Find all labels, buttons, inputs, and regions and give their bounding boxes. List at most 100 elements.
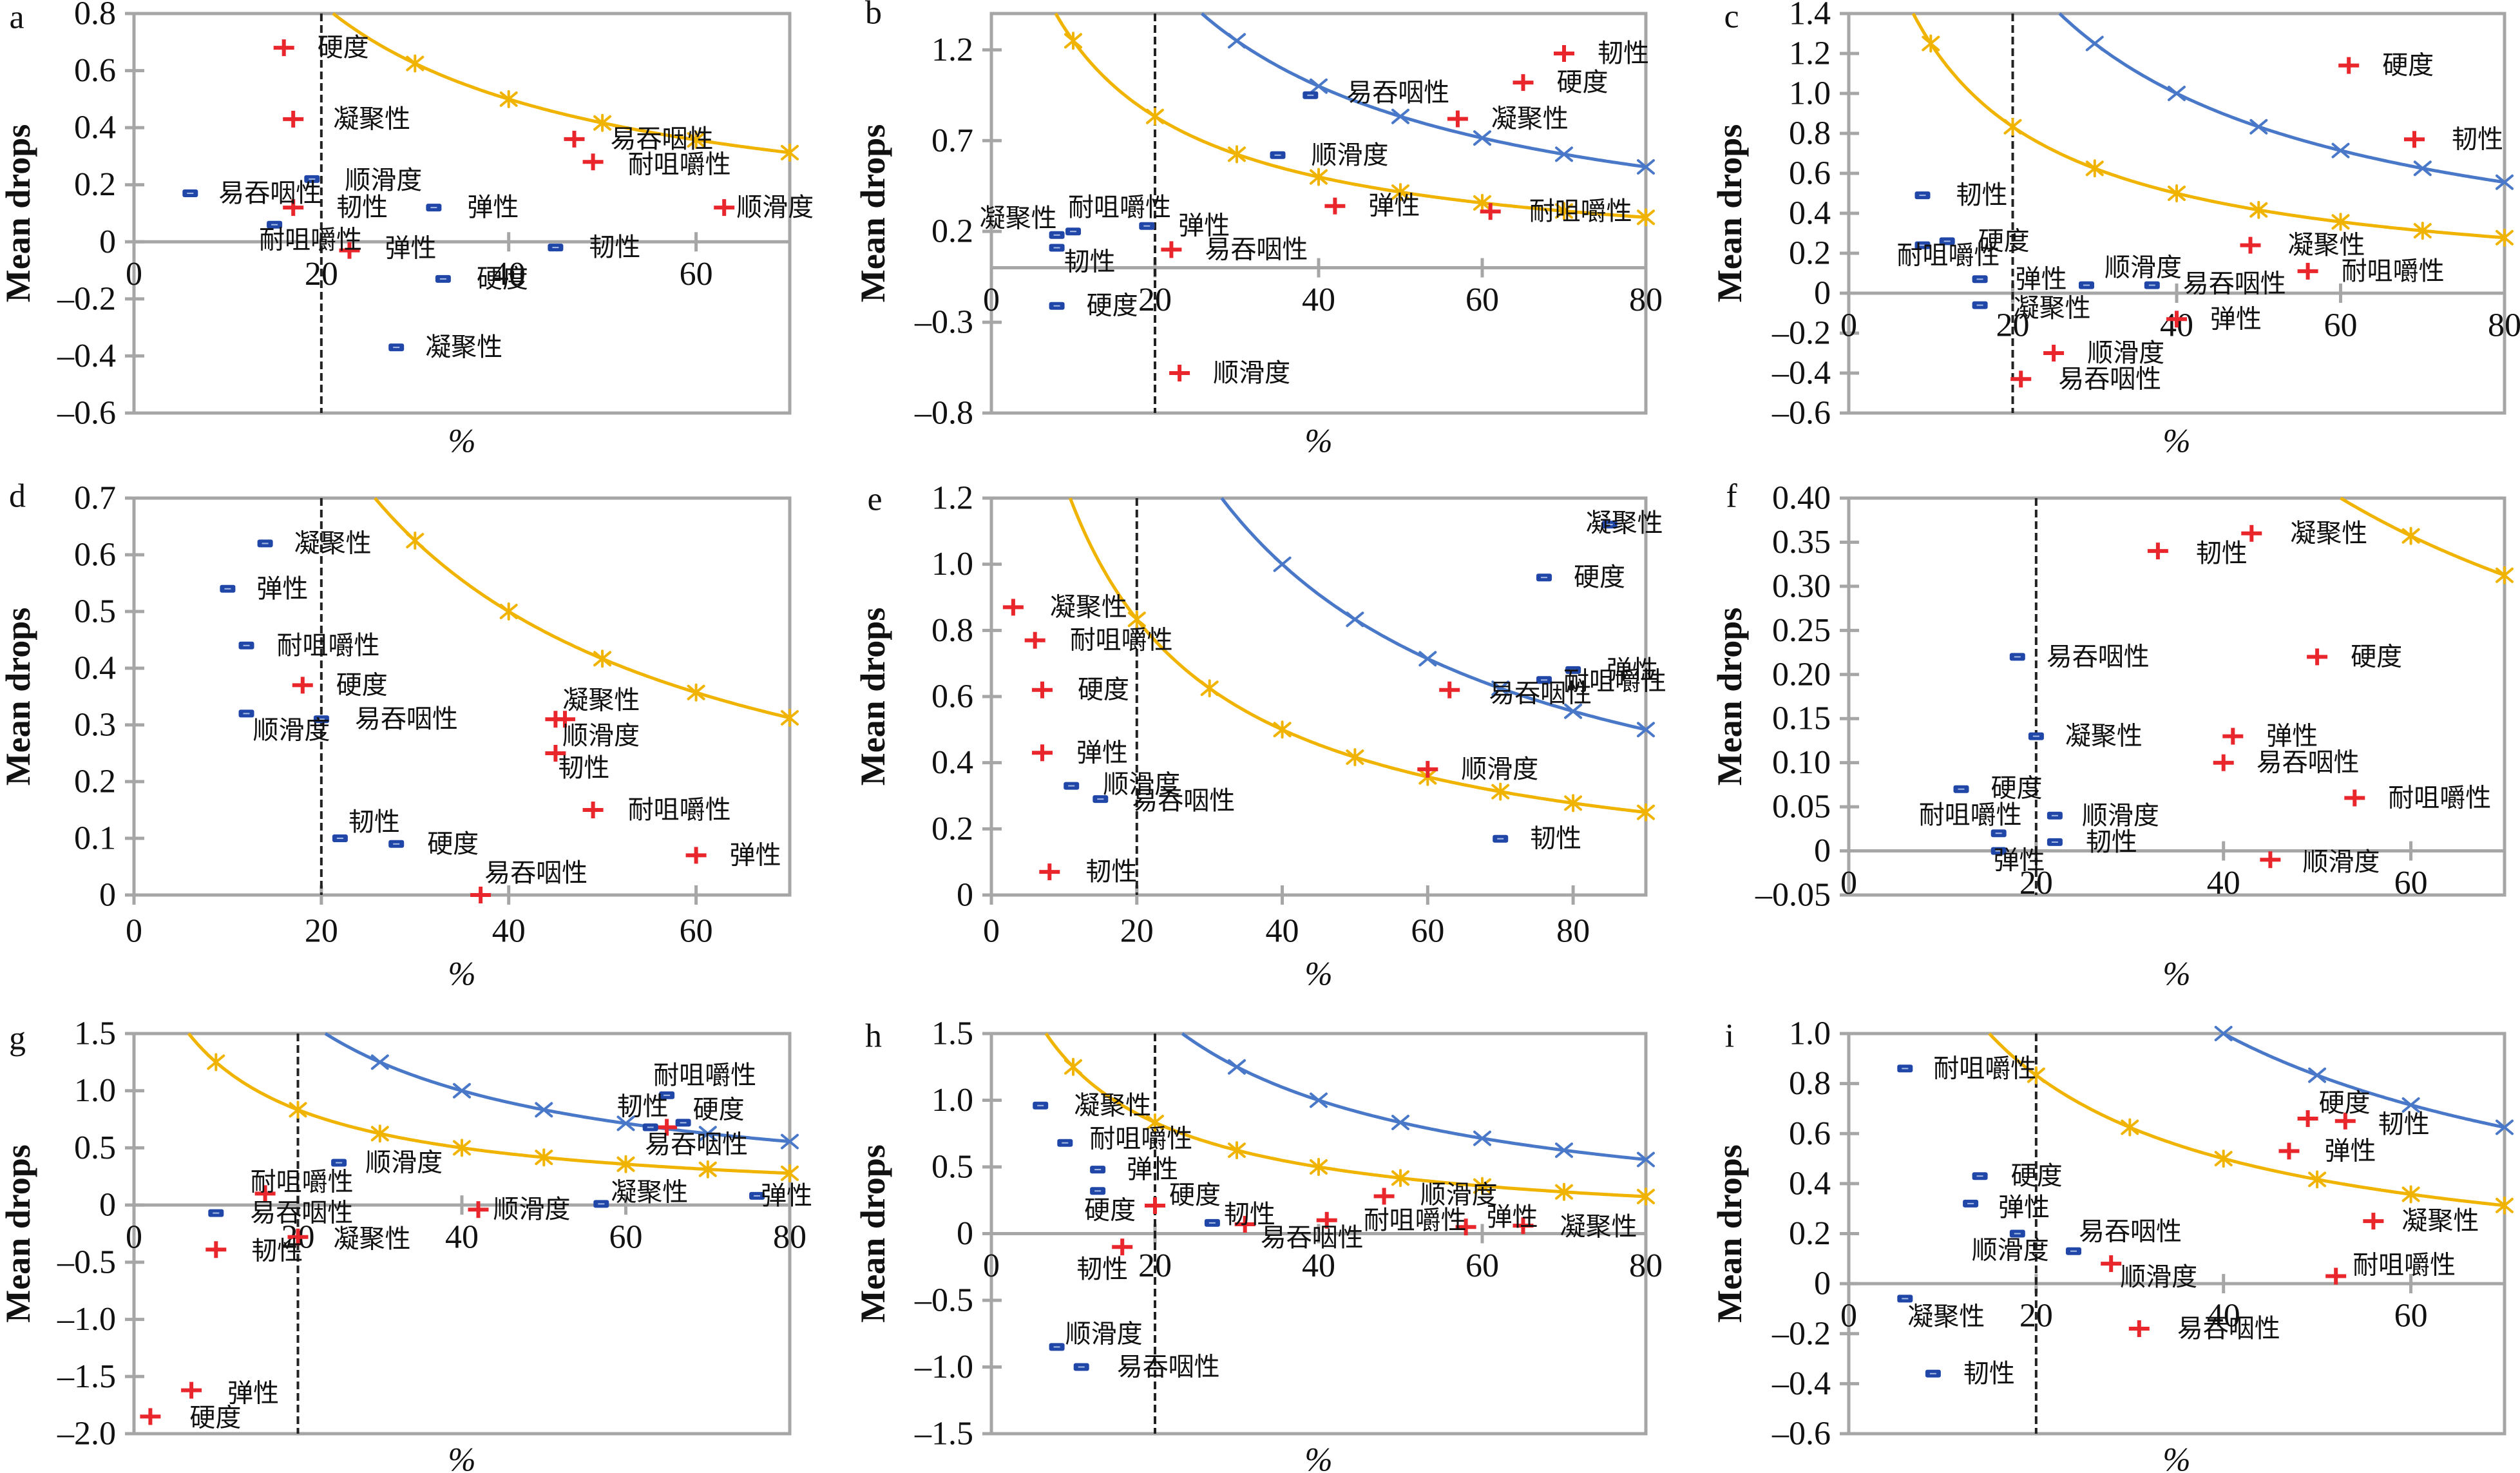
- point-label: 弹性: [1178, 211, 1230, 241]
- x-tick-label: 60: [2324, 307, 2358, 344]
- curve-marker-yellow: [1637, 803, 1655, 822]
- point-minus: [1065, 227, 1081, 236]
- point-label: 硬度: [2319, 1088, 2371, 1118]
- point-label: 顺滑度: [253, 715, 330, 745]
- minus-marker-dash: [1037, 1104, 1044, 1106]
- point-plus: [1447, 110, 1468, 128]
- point-minus: [1303, 91, 1319, 99]
- point-label: 耐咀嚼性: [628, 149, 731, 179]
- point-minus: [1914, 241, 1931, 249]
- y-tick-label: –0.4: [57, 338, 116, 374]
- panel-letter: e: [867, 481, 882, 518]
- curve-yellow: [332, 12, 790, 155]
- point-minus: [1953, 785, 1969, 793]
- x-tick-label: 80: [1629, 1247, 1663, 1284]
- point-label: 顺滑度: [1461, 755, 1538, 784]
- x-tick-label: 40: [492, 913, 526, 950]
- x-tick-label: 80: [1629, 282, 1663, 318]
- minus-marker-dash: [336, 1162, 343, 1164]
- point-plus: [181, 1382, 202, 1399]
- y-tick-label: –0.5: [57, 1244, 116, 1280]
- curve-marker-stroke: [1473, 130, 1491, 146]
- point-minus: [1914, 191, 1931, 200]
- minus-marker-dash: [1053, 305, 1060, 307]
- point-label: 耐咀嚼性: [1364, 1206, 1467, 1235]
- point-label: 耐咀嚼性: [1563, 666, 1666, 696]
- curve-marker-blue: [2308, 1067, 2327, 1083]
- x-tick-label: 40: [2207, 865, 2240, 901]
- minus-marker-dash: [224, 588, 231, 590]
- curve-marker-stroke: [370, 1054, 389, 1070]
- y-tick-label: 0.05: [1772, 789, 1831, 825]
- y-tick-label: 0: [99, 877, 116, 914]
- x-tick-label: 60: [1465, 282, 1499, 318]
- point-plus: [2213, 754, 2234, 771]
- point-minus: [675, 1119, 691, 1127]
- minus-marker-dash: [1919, 244, 1926, 246]
- point-minus: [642, 1123, 658, 1131]
- point-label: 顺滑度: [1103, 770, 1180, 800]
- point-minus: [1493, 834, 1509, 843]
- x-axis-title: %: [1304, 1442, 1332, 1473]
- point-label: 韧性: [2452, 124, 2503, 154]
- curve-marker-blue: [2249, 119, 2268, 135]
- point-plus: [582, 153, 604, 171]
- point-label: 凝聚性: [2401, 1206, 2479, 1236]
- panel-letter: i: [1725, 1018, 1734, 1055]
- y-tick-label: –0.05: [1755, 877, 1831, 914]
- minus-marker-dash: [1070, 231, 1076, 233]
- curve-marker-blue: [1346, 611, 1364, 628]
- curve-marker-blue: [616, 1115, 635, 1131]
- point-plus: [656, 1119, 678, 1136]
- point-label: 韧性: [1963, 1359, 2015, 1389]
- point-label: 凝聚性: [1074, 1091, 1151, 1121]
- point-minus: [593, 1200, 609, 1208]
- point-plus: [1039, 863, 1060, 881]
- y-tick-label: –0.6: [1771, 1416, 1831, 1452]
- curve-marker-stroke: [1228, 33, 1246, 49]
- minus-marker-dash: [1078, 1366, 1085, 1368]
- minus-marker-dash: [552, 247, 559, 249]
- point-plus: [1316, 1211, 1337, 1229]
- point-plus: [2344, 789, 2365, 807]
- curve-marker-yellow: [1146, 1113, 1164, 1131]
- y-tick-label: 0.2: [931, 213, 973, 250]
- curve-marker-blue: [1228, 1059, 1246, 1075]
- point-plus: [2010, 371, 2032, 388]
- y-tick-label: 0: [1814, 1266, 1831, 1302]
- point-minus: [2028, 732, 2044, 740]
- point-plus: [1002, 599, 1024, 616]
- curve-marker-yellow: [289, 1101, 307, 1119]
- y-tick-label: 0: [1814, 833, 1831, 869]
- curve-blue: [324, 1032, 790, 1144]
- point-plus: [1417, 760, 1438, 778]
- minus-marker-dash: [1094, 1169, 1102, 1171]
- curve-marker-yellow: [1491, 782, 1510, 801]
- x-axis-title: %: [2162, 956, 2190, 993]
- point-minus: [1064, 782, 1080, 790]
- point-label: 凝聚性: [333, 104, 410, 134]
- point-label: 耐咀嚼性: [1089, 1124, 1192, 1154]
- y-tick-label: –1.0: [57, 1301, 116, 1338]
- point-label: 弹性: [730, 840, 781, 870]
- point-label: 顺滑度: [2105, 253, 2182, 283]
- point-label: 硬度: [189, 1403, 241, 1432]
- x-tick-label: 60: [2394, 1298, 2428, 1334]
- curve-marker-yellow: [781, 1164, 799, 1182]
- y-tick-label: 0.2: [74, 166, 116, 203]
- point-label: 凝聚性: [1907, 1302, 1985, 1331]
- point-label: 凝聚性: [1560, 1212, 1637, 1242]
- point-label: 耐咀嚼性: [277, 631, 380, 660]
- point-label: 韧性: [1530, 824, 1581, 854]
- point-label: 耐咀嚼性: [628, 795, 731, 825]
- curve-yellow: [1988, 1032, 2505, 1208]
- y-tick-label: 0.30: [1772, 568, 1831, 604]
- point-label: 凝聚性: [425, 332, 502, 362]
- minus-marker-dash: [1068, 785, 1075, 787]
- x-tick-label: 0: [126, 1219, 142, 1256]
- point-label: 弹性: [227, 1379, 279, 1409]
- point-label: 弹性: [1994, 846, 2045, 876]
- curve-marker-yellow: [1922, 34, 1940, 53]
- curve-marker-blue: [2496, 174, 2514, 190]
